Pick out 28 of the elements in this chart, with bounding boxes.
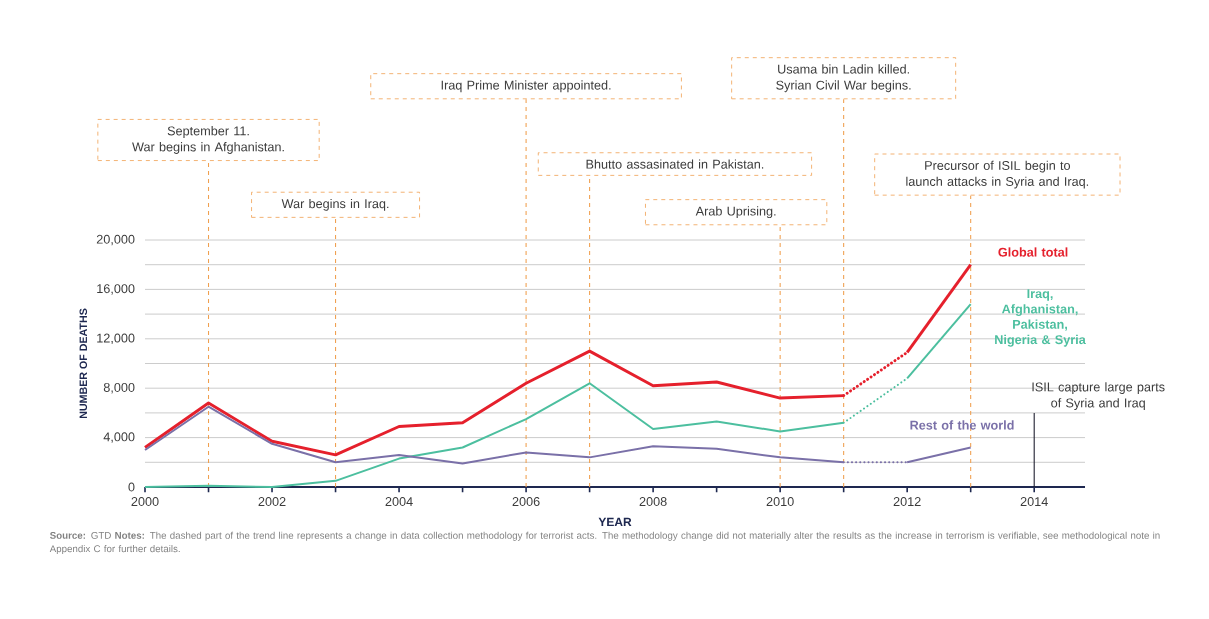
x-tick-label: 2002 <box>258 497 286 507</box>
x-tick-label: 2006 <box>512 497 540 507</box>
ref-line-label: Precursor of ISIL begin to launch attacks in Syria and Iraq. <box>906 160 1089 189</box>
y-tick-label: 8,000 <box>103 382 135 394</box>
text: Rest of the world <box>910 420 1014 430</box>
y-tick-label: 12,000 <box>97 333 135 345</box>
y-tick-label: 20,000 <box>96 234 135 246</box>
ref-line-label: War begins in Iraq. <box>281 198 389 211</box>
ref-line-label: Usama bin Ladin killed. Syrian Civil War begins. <box>776 64 911 93</box>
text: Source: GTD Notes: The dashed part of the trend line represents a change in data collection methodology for terrorist acts. The methodology change did not materially alter the results as the increase in terrorism is verifiable, see methodological note in Appendix C for further details. <box>49 531 1160 555</box>
x-tick-label: 2010 <box>766 497 794 507</box>
ref-line-label: Arab Uprising. <box>695 206 776 219</box>
ref-line-label: September 11. War begins in Afghanistan. <box>132 126 284 154</box>
text: Iraq, Afghanistan, Pakistan, Nigeria & Syria <box>995 289 1086 347</box>
y-tick-label: 16,000 <box>97 284 135 295</box>
x-tick-label: 2000 <box>131 497 159 507</box>
x-tick-label: 2012 <box>893 497 921 507</box>
text: Global total <box>998 247 1068 257</box>
x-tick-label: 2004 <box>385 497 413 507</box>
ref-line-label: Bhutto assasinated in Pakistan. <box>586 159 764 169</box>
x-tick-label: 2008 <box>639 497 667 507</box>
x-tick-label: 2014 <box>1020 497 1048 507</box>
y-tick-label: 4,000 <box>103 432 135 443</box>
y-tick-label: 0 <box>128 482 135 492</box>
ref-line-label: Iraq Prime Minister appointed. <box>441 80 611 93</box>
y-axis-title: NUMBER OF DEATHS <box>79 308 88 419</box>
ref-line-label: ISIL capture large parts of Syria and Iraq <box>1032 382 1165 410</box>
x-axis-title: YEAR <box>598 517 632 527</box>
